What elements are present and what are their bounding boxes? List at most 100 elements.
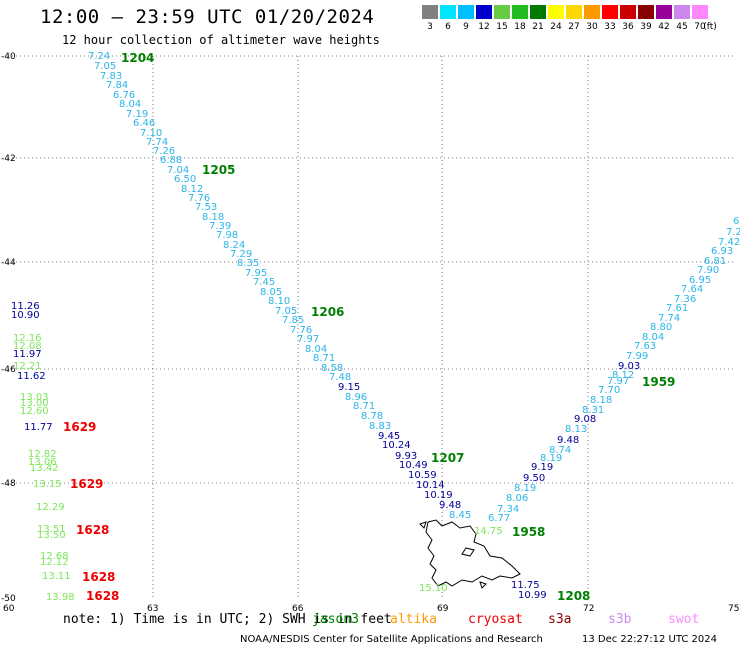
wave-height-value: 7.42 xyxy=(718,237,740,248)
satellite-name: s3b xyxy=(608,612,632,627)
legend-swatch xyxy=(440,5,456,19)
wave-height-value: 9.19 xyxy=(531,462,554,473)
main-island-outline xyxy=(425,519,521,587)
wave-height-value: 9.03 xyxy=(618,361,641,372)
wave-height-value: 11.75 xyxy=(511,580,540,591)
wave-height-value: 8.05 xyxy=(260,287,283,298)
wave-height-value: 13.03 xyxy=(20,392,49,403)
wave-height-value: 12.21 xyxy=(13,361,42,372)
wave-height-value: 8.10 xyxy=(268,296,291,307)
wave-height-value: 7.10 xyxy=(140,128,163,139)
wave-height-value: 8.19 xyxy=(540,453,563,464)
pass-time-label: 1207 xyxy=(431,451,465,465)
wave-height-value: 7.63 xyxy=(634,341,657,352)
wave-height-value: 9.48 xyxy=(439,500,462,511)
satellite-name: cryosat xyxy=(468,612,523,627)
wave-height-value: 8.18 xyxy=(202,212,225,223)
wave-height-value: 6.76 xyxy=(113,90,136,101)
wave-height-value: 12.82 xyxy=(28,449,57,460)
legend-label: 18 xyxy=(514,22,526,32)
wave-height-value: 7.98 xyxy=(216,230,239,241)
legend-swatch xyxy=(494,5,510,19)
wave-height-value: 6 xyxy=(733,216,740,227)
wave-height-value: 7.34 xyxy=(497,504,520,515)
wave-height-value: 7.36 xyxy=(674,294,697,305)
legend-label: 36 xyxy=(622,22,634,32)
map-grid xyxy=(8,55,736,600)
legend-label: 6 xyxy=(445,22,451,32)
wave-height-value: 8.04 xyxy=(305,344,328,355)
wave-height-value: 8.96 xyxy=(345,392,368,403)
pass-time-label: 1206 xyxy=(311,305,345,319)
wave-height-value: 8.12 xyxy=(181,184,204,195)
wave-height-value: 12.68 xyxy=(40,551,69,562)
legend-label: 9 xyxy=(463,22,469,32)
legend-label: 30 xyxy=(586,22,598,32)
legend-swatch xyxy=(512,5,528,19)
wave-height-value: 6.77 xyxy=(488,513,511,524)
wave-height-value: 7.97 xyxy=(297,334,320,345)
lat-tick-label: -42 xyxy=(1,154,16,164)
wave-height-value: 9.08 xyxy=(574,414,597,425)
wave-height-value: 7.29 xyxy=(230,249,253,260)
wave-height-value: 8.80 xyxy=(650,322,673,333)
wave-height-value: 8.58 xyxy=(321,363,344,374)
wave-height-value: 7.45 xyxy=(253,277,276,288)
wave-height-value: 13.51 xyxy=(37,524,66,535)
wave-height-value: 11.97 xyxy=(13,349,42,360)
lon-tick-label: 60 xyxy=(3,604,15,614)
map-subtitle: 12 hour collection of altimeter wave hei… xyxy=(62,33,380,47)
wave-height-value: 8.31 xyxy=(582,405,605,416)
lat-tick-label: -50 xyxy=(1,594,16,604)
lat-tick-label: -48 xyxy=(1,479,16,489)
wave-height-value: 6.81 xyxy=(704,256,727,267)
lon-tick-label: 63 xyxy=(147,604,159,614)
wave-height-value: 6.93 xyxy=(711,246,734,257)
wave-height-value: 6.95 xyxy=(689,275,712,286)
wave-height-value: 7.26 xyxy=(153,146,176,157)
legend-swatch xyxy=(476,5,492,19)
wave-height-value: 6.50 xyxy=(174,174,197,185)
legend-swatch xyxy=(530,5,546,19)
legend-unit: (ft) xyxy=(703,22,717,32)
pass-time-label: 1204 xyxy=(121,51,155,65)
wave-height-value: 8.74 xyxy=(549,445,572,456)
wave-height-value: 7.05 xyxy=(94,61,117,72)
wave-height-value: 7.74 xyxy=(146,137,169,148)
legend-label: 12 xyxy=(478,22,490,32)
wave-height-value: 15.10 xyxy=(419,583,448,594)
wave-height-value: 7.76 xyxy=(188,193,211,204)
pass-time-label: 1628 xyxy=(76,523,110,537)
pass-time-label: 1959 xyxy=(642,375,676,389)
wave-height-value: 12.12 xyxy=(40,557,69,568)
wave-height-value: 6.88 xyxy=(160,155,183,166)
wave-height-value: 12.60 xyxy=(20,406,49,417)
pass-time-label: 1205 xyxy=(202,163,236,177)
wave-height-value: 8.13 xyxy=(565,424,588,435)
footer-note: note: 1) Time is in UTC; 2) SWH is in fe… xyxy=(63,612,392,627)
lon-tick-label: 72 xyxy=(583,604,595,614)
credit-line: NOAA/NESDIS Center for Satellite Applica… xyxy=(240,634,543,645)
legend-label: 42 xyxy=(658,22,670,32)
wave-height-value: 7.74 xyxy=(658,313,681,324)
pass-time-label: 1629 xyxy=(70,477,104,491)
legend-label: 3 xyxy=(427,22,433,32)
legend-swatch xyxy=(656,5,672,19)
legend-swatch xyxy=(566,5,582,19)
wave-height-value: 8.18 xyxy=(590,395,613,406)
wave-height-value: 8.35 xyxy=(237,258,260,269)
wave-height-value: 9.50 xyxy=(523,473,546,484)
satellite-name: altika xyxy=(390,612,437,627)
pass-time-label: 1628 xyxy=(86,589,120,603)
wave-height-value: 7.95 xyxy=(245,268,268,279)
wave-height-value: 7.53 xyxy=(195,202,218,213)
wave-height-value: 10.49 xyxy=(399,460,428,471)
legend-label: 33 xyxy=(604,22,616,32)
wave-height-value: 13.50 xyxy=(37,530,66,541)
wave-height-value: 13.00 xyxy=(20,398,49,409)
pass-time-label: 1208 xyxy=(557,589,591,603)
wave-height-value: 8.04 xyxy=(642,332,665,343)
wave-height-value: 8.19 xyxy=(514,483,537,494)
wave-height-value: 9.15 xyxy=(338,382,361,393)
